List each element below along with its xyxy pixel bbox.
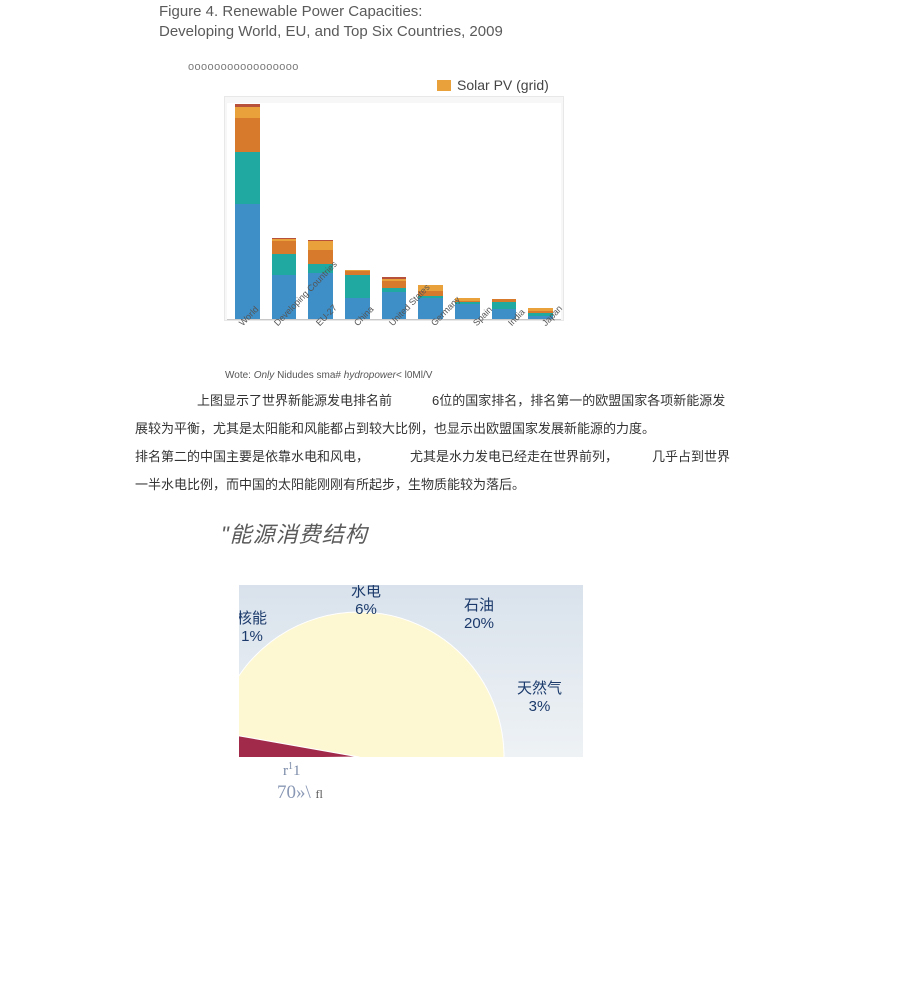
- bar-seg-biomass: [272, 241, 297, 254]
- figure-title-line2: Developing World, EU, and Top Six Countr…: [159, 23, 503, 40]
- fragment-70: 70»\: [277, 782, 311, 803]
- fragment-1b: 1: [293, 763, 301, 779]
- pie-chart-svg: [239, 585, 583, 757]
- paragraph-2: 展较为平衡，尤其是太阳能和风能都占到较大比例，也显示出欧盟国家发展新能源的力度。: [135, 416, 655, 442]
- paragraph-4: 一半水电比例，而中国的太阳能刚刚有所起步，生物质能较为落后。: [135, 472, 525, 498]
- bar-chart-bars: [235, 103, 553, 319]
- bar-seg-biomass: [382, 281, 407, 289]
- bar-seg-solarpv: [308, 241, 333, 251]
- pie-label-oil: 石油20%: [464, 597, 494, 633]
- bar-seg-smallhydro: [272, 254, 297, 275]
- legend-swatch-solarpv: [437, 80, 451, 91]
- pie-label-gas: 天然气3%: [517, 680, 562, 716]
- paragraph-3b: 尤其是水力发电已经走在世界前列，: [410, 444, 618, 470]
- fragment-2: 70»\ fl: [277, 782, 323, 804]
- pie-label-nuclear: 核能1%: [239, 610, 267, 646]
- pie-slice-coal: [239, 612, 504, 757]
- bar-chart-plot: [227, 103, 561, 320]
- fragment-1: r11: [283, 761, 301, 780]
- note-tail: < l0Ml/V: [396, 370, 432, 381]
- note-hydro: hydropower: [344, 370, 396, 381]
- bar-seg-smallhydro: [345, 275, 370, 298]
- paragraph-3a: 排名第二的中国主要是依靠水电和风电，: [135, 444, 369, 470]
- decorative-ooo: oооoooooooooooooo: [188, 61, 299, 73]
- bar-seg-biomass: [235, 118, 260, 151]
- paragraph-3c: 几乎占到世界: [652, 444, 730, 470]
- section-heading: "能源消费结构: [221, 517, 368, 549]
- pie-chart: 核能1% 水电6% 石油20% 天然气3%: [239, 585, 583, 757]
- figure-title-line1: Figure 4. Renewable Power Capacities:: [159, 3, 422, 20]
- bar-seg-wind: [235, 204, 260, 319]
- bar-world: [235, 104, 260, 319]
- paragraph-1a: 上图显示了世界新能源发电排名前: [197, 388, 392, 414]
- note-mid: Nidudes sma#: [277, 370, 344, 381]
- bar-seg-smallhydro: [235, 152, 260, 205]
- chart-note: Wote: Only Nidudes sma# hydropower< l0Ml…: [225, 370, 432, 381]
- note-only: Only: [254, 370, 277, 381]
- pie-label-hydro: 水电6%: [351, 585, 381, 619]
- bar-chart-categories: WorldDeveloping CountriesEU-27ChinaUnite…: [225, 321, 565, 331]
- figure-title: Figure 4. Renewable Power Capacities: De…: [159, 2, 503, 41]
- chart-legend: Solar PV (grid): [437, 77, 549, 93]
- paragraph-1b: 6位的国家排名，排名第一的欧盟国家各项新能源发: [432, 388, 725, 414]
- bar-seg-smallhydro: [492, 302, 517, 310]
- legend-label-solarpv: Solar PV (grid): [457, 77, 549, 93]
- note-prefix: Wote:: [225, 370, 254, 381]
- bar-chart: [224, 96, 564, 321]
- fragment-fl: fl: [316, 787, 323, 801]
- bar-seg-solarpv: [235, 107, 260, 118]
